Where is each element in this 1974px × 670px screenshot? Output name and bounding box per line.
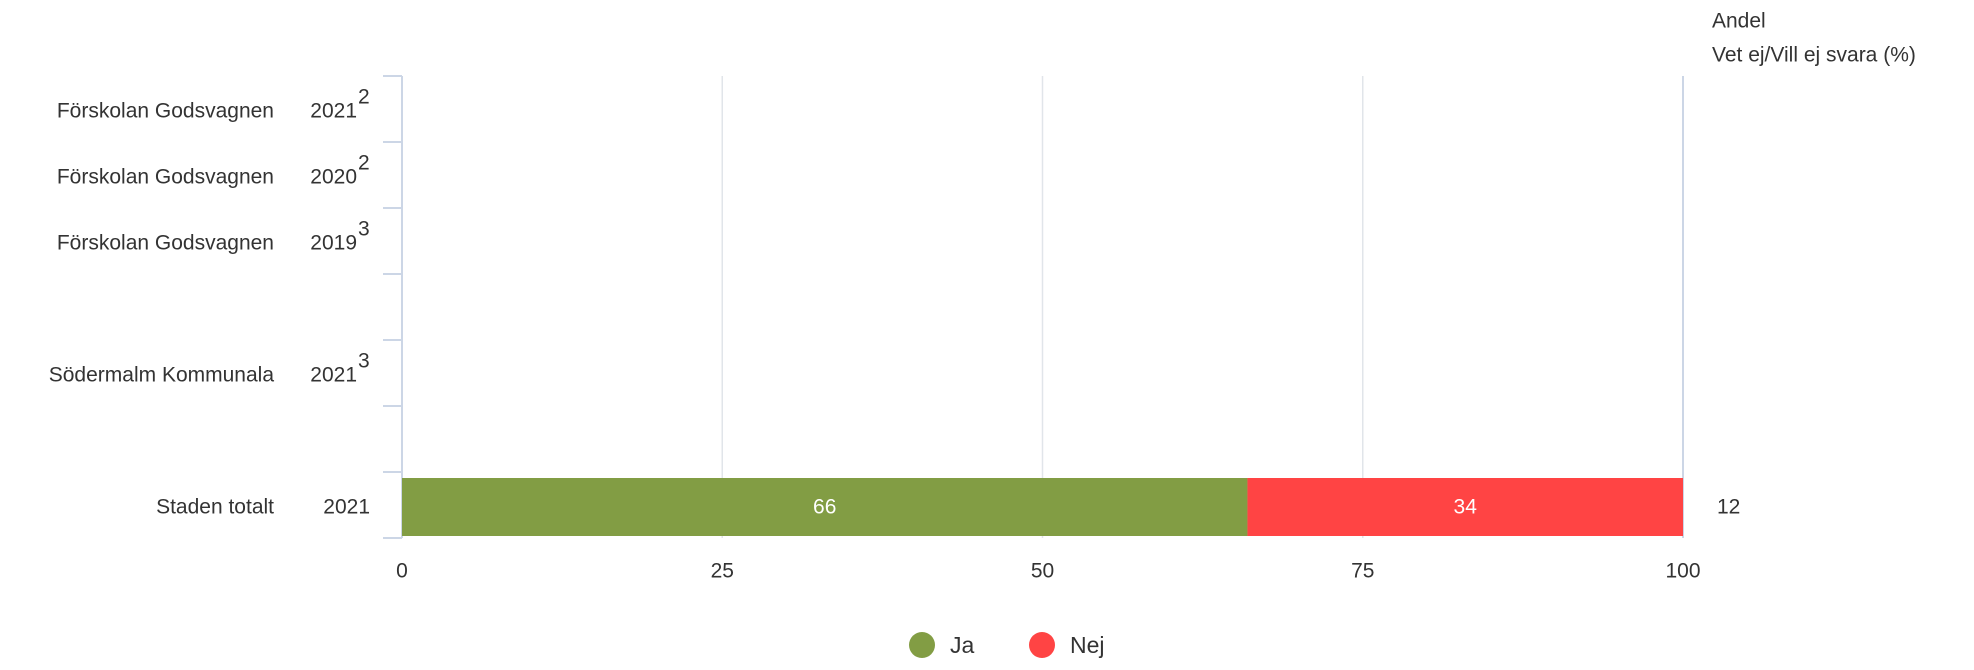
x-tick-label: 0: [396, 560, 408, 583]
row-note: 2: [358, 152, 370, 175]
row-year: 2021: [310, 100, 357, 123]
row-label: Förskolan Godsvagnen: [57, 232, 274, 255]
extra-column-header: Vet ej/Vill ej svara (%): [1712, 44, 1916, 67]
legend-marker-ja: [909, 632, 935, 658]
x-tick-label: 25: [711, 560, 734, 583]
row-year: 2021: [323, 496, 370, 519]
bar-segment-ja: [402, 478, 1248, 536]
legend-label: Nej: [1070, 632, 1105, 658]
bar-value-label: 34: [1454, 496, 1478, 519]
legend-marker-nej: [1029, 632, 1055, 658]
row-extra-value: 12: [1717, 496, 1740, 519]
bar-value-label: 66: [813, 496, 836, 519]
row-year: 2020: [310, 166, 357, 189]
row-note: 3: [358, 350, 370, 373]
extra-column-header: Andel: [1712, 10, 1766, 33]
row-year: 2021: [310, 364, 357, 387]
row-label: Förskolan Godsvagnen: [57, 166, 274, 189]
x-tick-label: 50: [1031, 560, 1054, 583]
row-label: Södermalm Kommunala: [49, 364, 275, 387]
row-label: Staden totalt: [156, 496, 274, 519]
legend-label: Ja: [950, 632, 975, 658]
row-label: Förskolan Godsvagnen: [57, 100, 274, 123]
row-note: 2: [358, 86, 370, 109]
x-tick-label: 75: [1351, 560, 1374, 583]
row-note: 3: [358, 218, 370, 241]
row-year: 2019: [310, 232, 357, 255]
x-tick-label: 100: [1665, 560, 1700, 583]
bar-segment-nej: [1247, 478, 1683, 536]
